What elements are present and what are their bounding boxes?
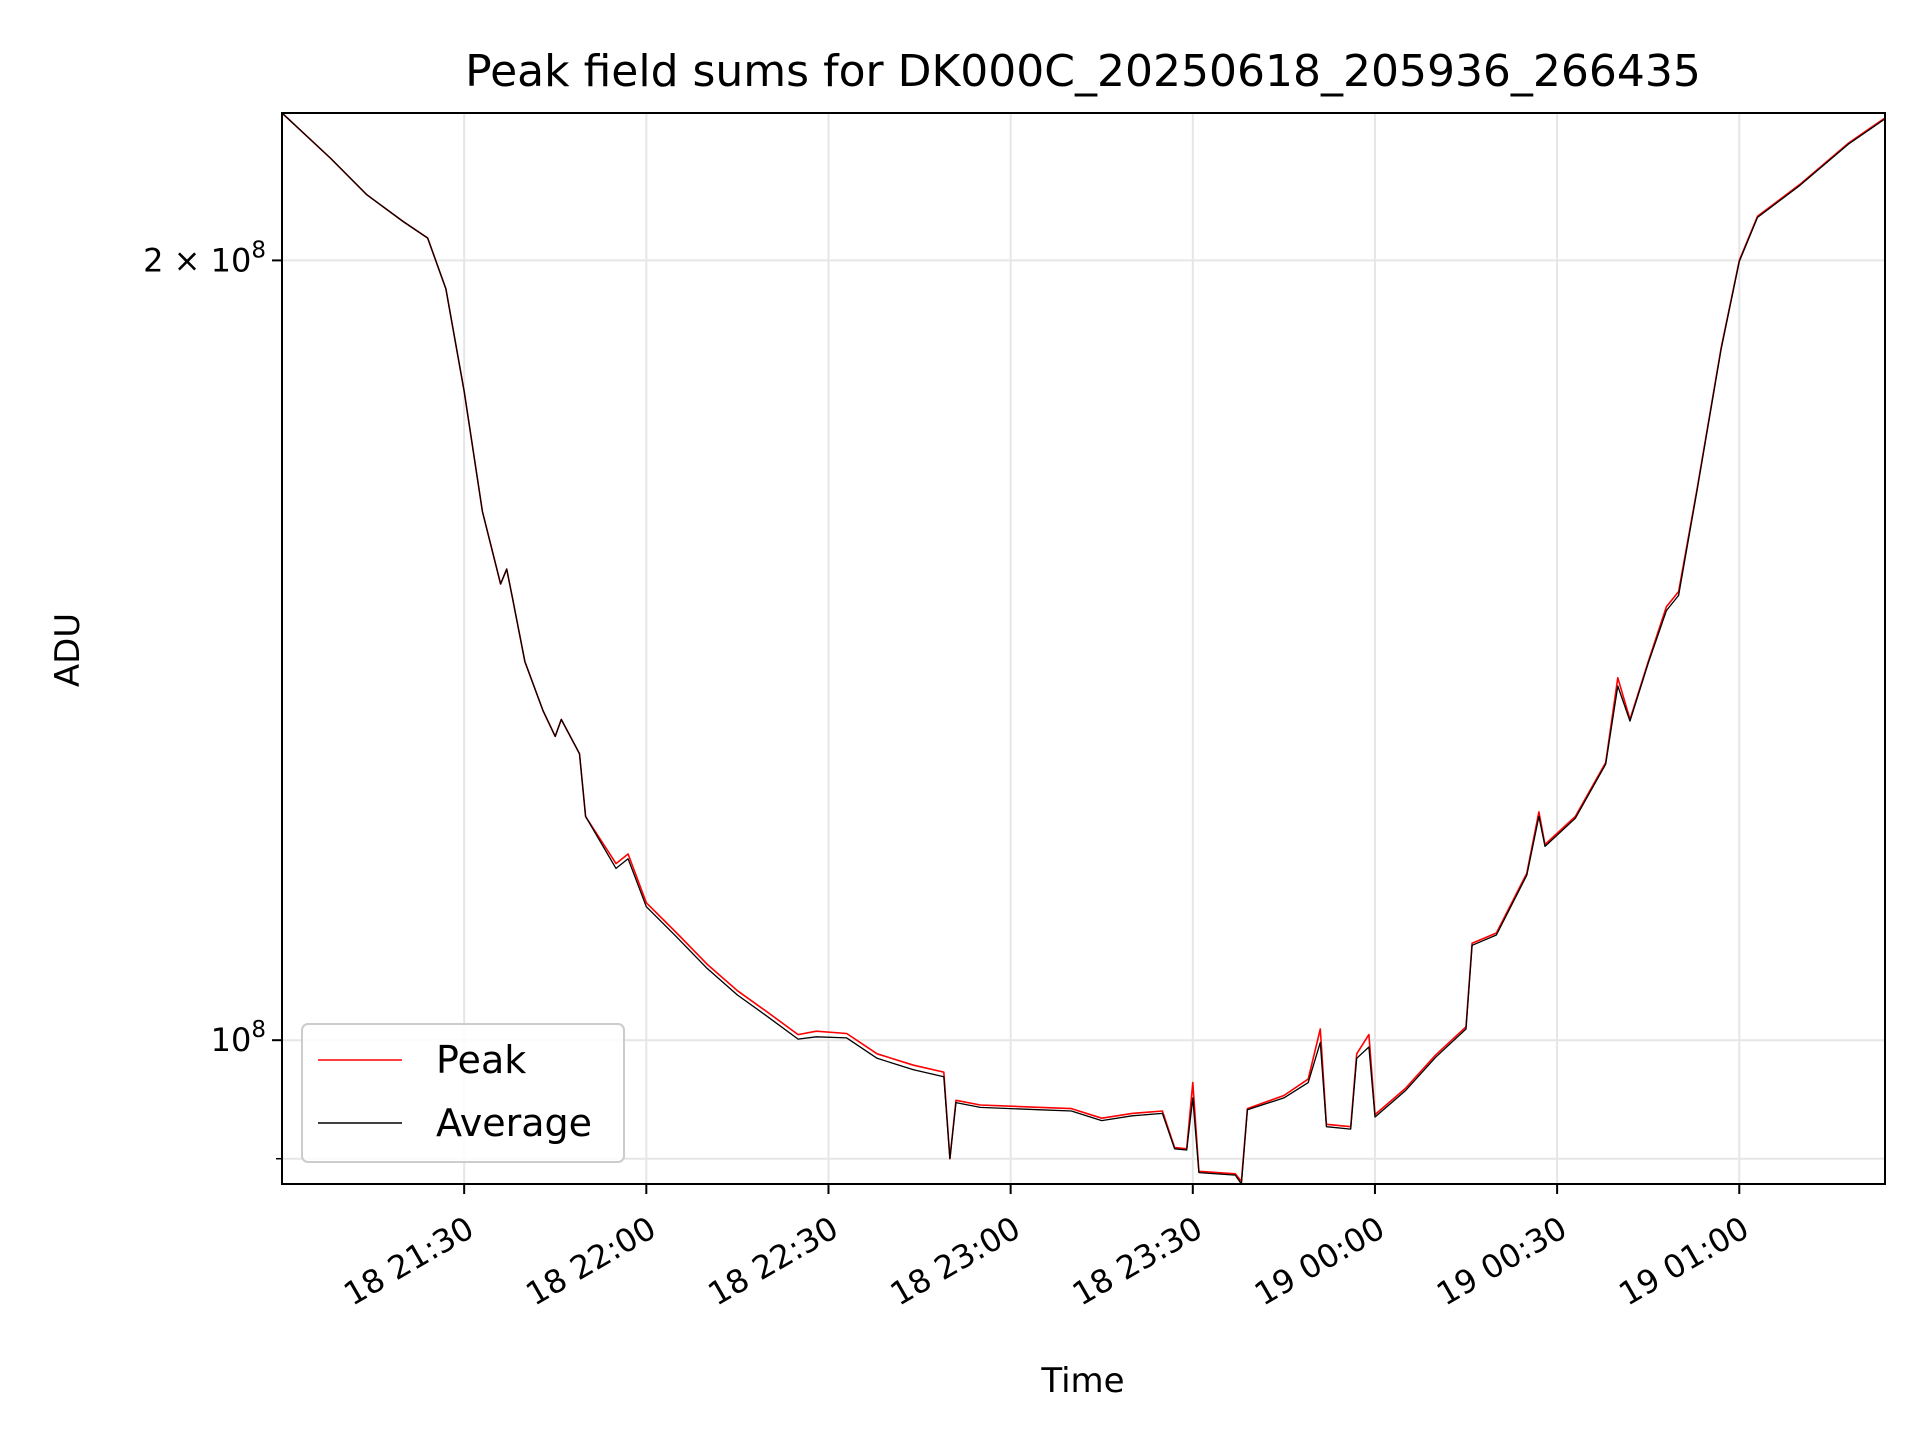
y-tick-label: 2 × 108 [143, 237, 266, 279]
legend-label-peak: Peak [436, 1038, 526, 1082]
plot-frame [281, 112, 1886, 1185]
legend: Peak Average [301, 1023, 625, 1163]
series-line-average [281, 112, 1886, 1185]
y-axis-label: ADU [48, 613, 88, 687]
chart-title: Peak field sums for DK000C_20250618_2059… [465, 46, 1701, 97]
y-tick-label: 108 [211, 1017, 266, 1059]
x-axis-label: Time [1040, 1361, 1124, 1401]
y-axis: 108 2 × 108 [143, 237, 282, 1160]
series-layer [281, 112, 1886, 1185]
legend-label-average: Average [436, 1101, 592, 1145]
legend-box [301, 1023, 625, 1163]
